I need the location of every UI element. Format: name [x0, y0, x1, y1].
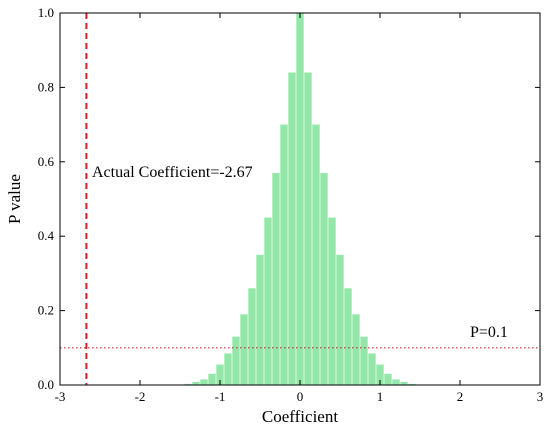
- bar: [192, 382, 200, 385]
- bar: [296, 13, 304, 385]
- bar: [216, 364, 224, 385]
- bar: [264, 217, 272, 385]
- p-threshold-label: P=0.1: [470, 324, 508, 341]
- bar: [200, 379, 208, 385]
- y-tick-label: 0.8: [38, 79, 54, 94]
- bar: [384, 373, 392, 385]
- bar: [352, 314, 360, 385]
- bar: [360, 336, 368, 385]
- bar: [312, 124, 320, 385]
- bar: [328, 217, 336, 385]
- bar: [224, 353, 232, 385]
- bar: [288, 72, 296, 386]
- y-tick-label: 0.2: [38, 303, 54, 318]
- x-tick-label: 1: [377, 389, 384, 404]
- bar: [408, 383, 416, 385]
- bar: [280, 124, 288, 385]
- bar: [240, 314, 248, 385]
- x-tick-label: 0: [297, 389, 304, 404]
- bar: [208, 373, 216, 385]
- reference-lines: [60, 13, 540, 385]
- bar: [392, 379, 400, 385]
- bar: [272, 172, 280, 385]
- x-tick-label: -3: [55, 389, 66, 404]
- x-axis-title: Coefficient: [262, 407, 338, 426]
- bar: [376, 364, 384, 385]
- bar: [304, 72, 312, 386]
- y-tick-label: 0.0: [38, 377, 54, 392]
- bar: [400, 382, 408, 385]
- x-tick-label: -1: [215, 389, 226, 404]
- bar: [248, 288, 256, 385]
- axes: -3 -2 -1 0 1 2 3 0.0 0.2 0.4 0.6 0.8 1.0: [38, 5, 544, 404]
- bar: [320, 172, 328, 385]
- y-tick-label: 1.0: [38, 5, 54, 20]
- actual-coefficient-label: Actual Coefficient=-2.67: [92, 164, 253, 181]
- bar: [336, 254, 344, 385]
- bar: [232, 336, 240, 385]
- x-tick-label: 2: [457, 389, 464, 404]
- bar: [256, 254, 264, 385]
- x-tick-label: 3: [537, 389, 544, 404]
- bar: [184, 383, 192, 385]
- x-tick-label: -2: [135, 389, 146, 404]
- y-axis-title: P value: [5, 174, 24, 224]
- bar: [344, 288, 352, 385]
- y-tick-label: 0.6: [38, 154, 55, 169]
- bar: [368, 353, 376, 385]
- bars-group: [184, 13, 416, 386]
- y-tick-label: 0.4: [38, 228, 55, 243]
